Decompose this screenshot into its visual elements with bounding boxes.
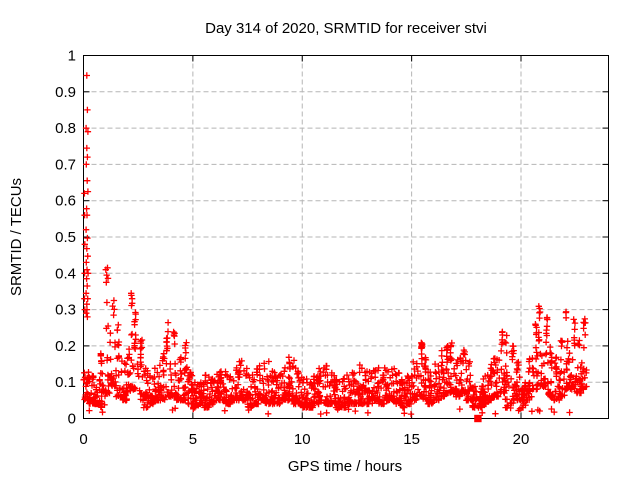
y-tick-label: 0.6 (55, 193, 76, 210)
x-tick-label: 5 (189, 431, 197, 448)
y-tick-label: 0.7 (55, 156, 76, 173)
chart-title: Day 314 of 2020, SRMTID for receiver stv… (205, 20, 487, 37)
y-tick-label: 1 (68, 48, 76, 65)
y-tick-label: 0.8 (55, 120, 76, 137)
x-axis-label: GPS time / hours (288, 458, 402, 475)
x-tick-label: 0 (79, 431, 87, 448)
x-tick-label: 15 (403, 431, 420, 448)
y-tick-label: 0.2 (55, 338, 76, 355)
x-tick-label: 20 (513, 431, 530, 448)
y-tick-label: 0.3 (55, 302, 76, 319)
y-tick-label: 0 (68, 411, 76, 428)
y-tick-label: 0.9 (55, 84, 76, 101)
y-tick-label: 0.1 (55, 374, 76, 391)
plot-area: 0 5 10 15 20 0 0.1 0.2 0.3 0.4 0.5 0.6 0.7 0.8 0.9 1 (55, 48, 609, 448)
y-axis-label: SRMTID / TECUs (8, 178, 25, 296)
data-points (80, 72, 590, 418)
x-tick-label: 10 (294, 431, 311, 448)
gap-marker-square (474, 414, 482, 423)
y-tick-label: 0.5 (55, 229, 76, 246)
y-tick-label: 0.4 (55, 265, 76, 282)
